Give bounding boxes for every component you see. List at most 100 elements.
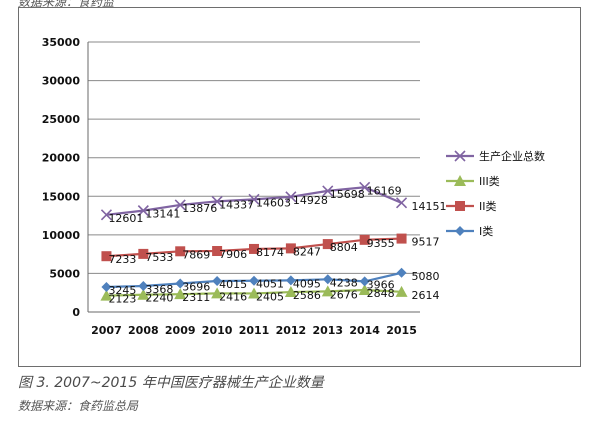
legend-swatch-marker — [454, 175, 466, 186]
data-label: 15698 — [330, 188, 365, 201]
data-label: 3696 — [182, 280, 210, 293]
data-label: 8174 — [256, 246, 284, 259]
data-label: 13876 — [182, 202, 217, 215]
data-point-marker — [285, 191, 297, 203]
legend-label: II类 — [479, 199, 497, 213]
data-point-marker — [211, 287, 224, 299]
figure-caption: 图 3. 2007~2015 年中国医疗器械生产企业数量 — [18, 375, 324, 391]
data-point-marker — [321, 285, 334, 297]
data-point-marker — [137, 288, 150, 300]
data-label: 14151 — [412, 200, 447, 213]
data-point-marker — [248, 287, 260, 299]
y-tick-label: 25000 — [42, 113, 81, 126]
data-label: 7233 — [108, 253, 136, 266]
y-tick-label: 10000 — [42, 229, 81, 242]
data-point-marker — [359, 234, 370, 245]
x-tick-label: 2008 — [128, 324, 159, 337]
data-label: 12601 — [108, 212, 143, 225]
x-tick-label: 2010 — [202, 324, 233, 337]
data-label: 7533 — [145, 251, 173, 264]
data-label: 3966 — [367, 278, 395, 291]
data-label: 8804 — [330, 241, 358, 254]
data-point-marker — [322, 185, 334, 197]
data-point-marker — [396, 233, 407, 244]
data-point-marker — [249, 243, 259, 254]
data-label: 2614 — [412, 289, 440, 302]
data-point-marker — [175, 246, 186, 257]
data-point-marker — [138, 248, 149, 259]
x-tick-label: 2015 — [386, 324, 417, 337]
x-tick-label: 2012 — [276, 324, 307, 337]
data-label: 4238 — [330, 276, 358, 289]
clipped-header-text: 数据来源：食药监 — [18, 0, 115, 9]
x-tick-label: 2013 — [312, 324, 343, 337]
data-label: 2416 — [219, 290, 247, 303]
data-point-marker — [285, 275, 296, 286]
data-point-marker — [322, 239, 333, 250]
data-label: 13141 — [145, 208, 180, 221]
data-label: 14603 — [256, 196, 291, 209]
data-label: 4051 — [256, 278, 284, 291]
legend-swatch-marker — [454, 150, 466, 162]
data-label: 2848 — [367, 287, 395, 300]
data-label: 2311 — [182, 291, 210, 304]
data-label: 2123 — [108, 293, 136, 306]
data-point-marker — [249, 275, 259, 286]
data-point-marker — [359, 276, 370, 287]
y-tick-label: 35000 — [42, 36, 81, 49]
data-label: 2405 — [256, 290, 284, 303]
y-tick-label: 20000 — [42, 152, 81, 165]
data-point-marker — [395, 197, 408, 209]
y-tick-label: 30000 — [42, 75, 81, 88]
data-label: 14337 — [219, 198, 254, 211]
data-label: 9355 — [367, 237, 395, 250]
source-note: 数据来源：食药监总局 — [18, 399, 139, 413]
data-label: 4015 — [219, 278, 247, 291]
data-point-marker — [100, 289, 113, 301]
data-point-marker — [248, 193, 260, 205]
y-tick-label: 5000 — [49, 267, 80, 280]
data-label: 9517 — [412, 236, 440, 249]
data-label: 14928 — [293, 194, 328, 207]
data-point-marker — [211, 195, 223, 207]
data-point-marker — [395, 285, 408, 297]
data-label: 2240 — [145, 292, 173, 305]
x-tick-label: 2011 — [239, 324, 270, 337]
data-point-marker — [101, 251, 112, 262]
data-label: 2586 — [293, 289, 321, 302]
data-point-marker — [322, 274, 333, 285]
x-tick-label: 2007 — [91, 324, 122, 337]
legend-label: I类 — [479, 224, 493, 238]
data-point-marker — [174, 199, 186, 211]
data-point-marker — [100, 209, 113, 221]
chart-frame — [18, 7, 581, 367]
data-label: 2676 — [330, 288, 358, 301]
legend-label: III类 — [479, 174, 500, 188]
data-point-marker — [175, 278, 186, 289]
data-point-marker — [284, 286, 297, 298]
y-tick-label: 0 — [72, 306, 80, 319]
data-point-marker — [212, 276, 223, 287]
data-label: 8247 — [293, 245, 321, 258]
data-label: 3245 — [108, 284, 136, 297]
x-tick-label: 2009 — [165, 324, 196, 337]
data-point-marker — [396, 267, 407, 278]
x-tick-label: 2014 — [349, 324, 380, 337]
data-label: 4095 — [293, 277, 321, 290]
data-label: 7906 — [219, 248, 247, 261]
legend-label: 生产企业总数 — [479, 149, 545, 163]
data-point-marker — [285, 243, 296, 254]
data-point-marker — [138, 281, 149, 292]
data-point-marker — [212, 246, 223, 257]
data-point-marker — [358, 284, 371, 296]
data-label: 16169 — [367, 184, 402, 197]
data-point-marker — [174, 288, 187, 300]
legend-swatch-marker — [455, 201, 465, 211]
data-point-marker — [101, 281, 112, 292]
legend-swatch-marker — [455, 226, 465, 236]
data-point-marker — [137, 205, 149, 217]
data-label: 3368 — [145, 283, 173, 296]
data-label: 5080 — [412, 270, 440, 283]
data-point-marker — [359, 181, 371, 193]
